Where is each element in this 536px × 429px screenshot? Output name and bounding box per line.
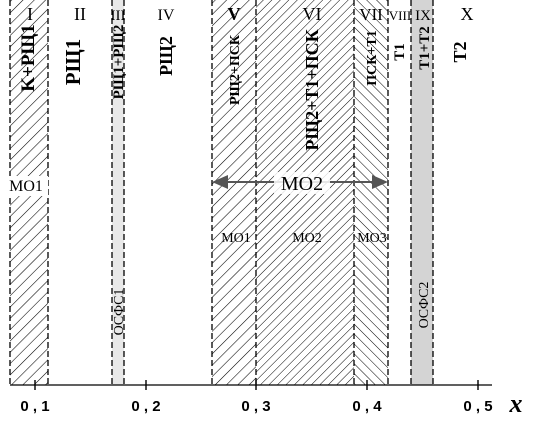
region-ix-shade [411, 0, 433, 385]
mo1-region-v-label: MO1 [221, 231, 251, 246]
region-vii-label: ПСК+T1 [365, 30, 380, 85]
mo3-region-vii-label: MO3 [357, 231, 387, 246]
region-iii-shade [112, 0, 124, 385]
mo2-label-bg [274, 172, 330, 194]
mo2-arrow: MO2 [212, 172, 388, 195]
osfs2-label: OСФС2 [417, 282, 432, 329]
tick-label-0-4: 0 , 4 [352, 398, 382, 415]
region-viii-numeral: VIII [389, 8, 411, 23]
region-v-numeral: V [228, 4, 241, 24]
mo2-region-vi-label: MO2 [292, 231, 322, 246]
x-axis-ticks [34, 380, 479, 390]
region-v-label: PЩ2+ПСК [228, 34, 243, 105]
tick-label-0-5: 0 , 5 [463, 398, 492, 415]
region-vi-numeral: VI [303, 4, 322, 24]
region-iv-label: PЩ2 [156, 36, 176, 76]
x-axis-label: x [509, 389, 523, 418]
region-ii-label: PЩ1 [61, 39, 85, 85]
region-v-hatch [212, 0, 256, 385]
region-vii-hatch [354, 0, 388, 385]
tick-label-0-1: 0 , 1 [20, 398, 49, 415]
region-vi-label: PЩ2+T1+ПСК [302, 29, 322, 150]
tick-label-0-3: 0 , 3 [241, 398, 270, 415]
region-x-label: T2 [450, 41, 470, 62]
region-vii-numeral: VII [359, 5, 383, 24]
region-viii-label: T1 [392, 43, 408, 61]
region-iii-label: PЩ1+PЩ2 [111, 25, 127, 100]
tick-label-0-2: 0 , 2 [131, 398, 160, 415]
boundary-lines [9, 0, 434, 385]
region-x-numeral: X [461, 4, 474, 24]
region-iv-numeral: IV [158, 7, 175, 24]
region-ii-numeral: II [74, 4, 86, 24]
region-i-numeral: I [27, 4, 33, 24]
mo2-arrow-label: MO2 [281, 173, 323, 195]
region-iii-numeral: III [111, 8, 126, 24]
osfs1-label: OСФС1 [112, 289, 127, 336]
region-ix-numeral: IX [415, 8, 431, 24]
mo1-left-label: MO1 [9, 178, 43, 195]
region-i-label: K+PЩ1 [18, 24, 39, 92]
region-ix-label: T1+T2 [417, 26, 433, 70]
mo1-left-bg [6, 176, 48, 196]
